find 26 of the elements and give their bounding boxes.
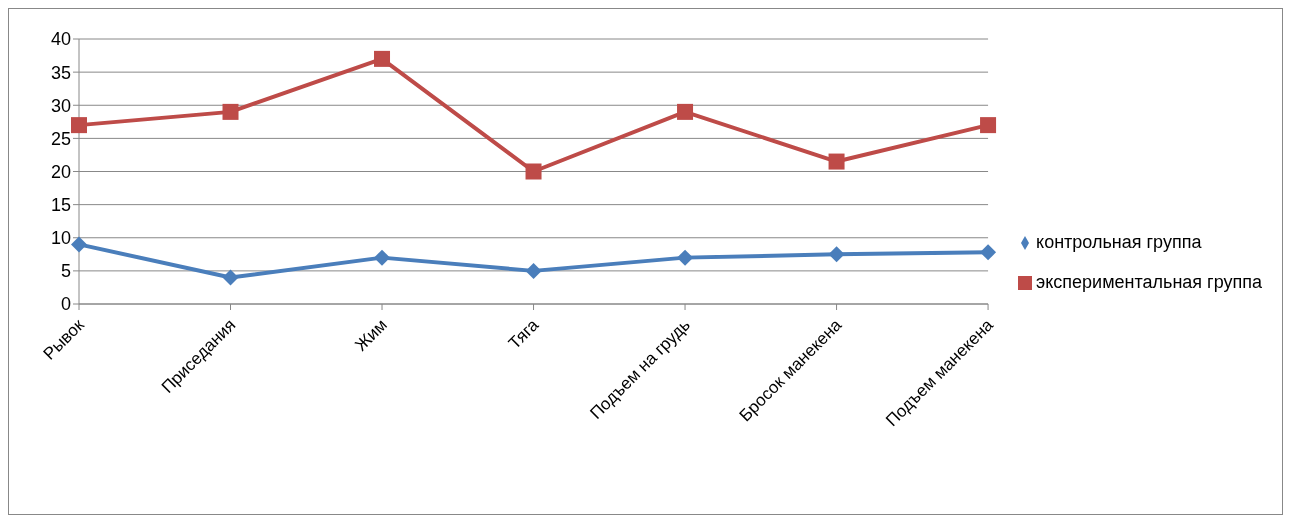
y-tick-label: 10 <box>50 228 71 249</box>
point <box>222 103 239 120</box>
y-tick-label: 15 <box>50 195 71 216</box>
y-tick-label: 20 <box>50 161 71 182</box>
point <box>374 50 391 67</box>
point <box>980 117 997 134</box>
x-tick-label: Тяга <box>504 315 543 353</box>
y-tick-label: 25 <box>50 128 71 149</box>
legend-label: экспериментальная группа <box>1036 271 1262 292</box>
legend-label: контрольная группа <box>1036 231 1202 252</box>
point <box>677 103 694 120</box>
point <box>71 117 87 134</box>
point <box>828 153 845 170</box>
y-tick-label: 40 <box>50 29 71 50</box>
y-tick-label: 35 <box>50 62 71 83</box>
y-tick-label: 5 <box>60 261 71 282</box>
point <box>222 269 239 286</box>
point <box>374 249 391 266</box>
point <box>525 262 542 279</box>
y-tick-label: 30 <box>50 95 71 116</box>
y-tick-label: 0 <box>60 294 71 315</box>
point <box>980 244 997 261</box>
point <box>828 246 845 263</box>
point <box>677 249 694 266</box>
point <box>525 163 542 180</box>
point <box>71 236 87 253</box>
